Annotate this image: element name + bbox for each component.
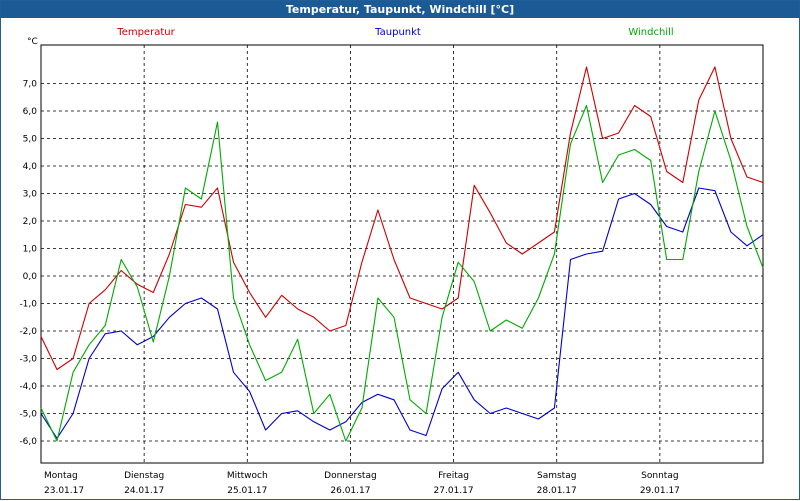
y-axis-unit: °C: [27, 37, 38, 47]
x-tick-date: 25.01.17: [227, 486, 267, 496]
legend-taupunkt: Taupunkt: [374, 27, 421, 38]
y-tick-label: -2,0: [19, 327, 37, 337]
x-tick-date: 28.01.17: [537, 486, 577, 496]
y-tick-label: 4,0: [23, 162, 38, 172]
y-tick-label: 5,0: [23, 135, 38, 145]
x-tick-day: Sonntag: [641, 471, 678, 481]
plot-border: [40, 44, 764, 464]
legend-temperatur: Temperatur: [116, 27, 175, 38]
y-tick-label: -4,0: [19, 382, 37, 392]
x-tick-day: Donnerstag: [324, 471, 377, 481]
y-tick-label: 1,0: [23, 245, 38, 255]
x-tick-date: 24.01.17: [124, 486, 164, 496]
x-tick-day: Freitag: [438, 471, 469, 481]
x-tick-day: Mittwoch: [227, 471, 268, 481]
y-tick-label: -1,0: [19, 300, 37, 310]
x-tick-day: Samstag: [537, 471, 576, 481]
x-tick-date: 29.01.17: [640, 486, 680, 496]
series-line-windchill: [40, 104, 764, 442]
x-tick-date: 23.01.17: [44, 486, 84, 496]
y-tick-label: 6,0: [23, 107, 38, 117]
chart-title: Temperatur, Taupunkt, Windchill [°C]: [1, 1, 799, 18]
x-tick-date: 27.01.17: [434, 486, 474, 496]
y-tick-label: -3,0: [19, 355, 37, 365]
series-line-temperatur: [40, 66, 764, 371]
x-tick-date: 26.01.17: [330, 486, 370, 496]
x-tick-day: Montag: [44, 471, 78, 481]
y-tick-label: 7,0: [23, 80, 38, 90]
series-line-taupunkt: [40, 187, 764, 439]
y-tick-label: -6,0: [19, 437, 37, 447]
y-tick-label: -5,0: [19, 410, 37, 420]
y-tick-label: 3,0: [23, 190, 38, 200]
x-tick-day: Dienstag: [124, 471, 164, 481]
y-tick-label: 0,0: [23, 272, 38, 282]
y-tick-label: 2,0: [23, 217, 38, 227]
legend-windchill: Windchill: [628, 27, 673, 38]
